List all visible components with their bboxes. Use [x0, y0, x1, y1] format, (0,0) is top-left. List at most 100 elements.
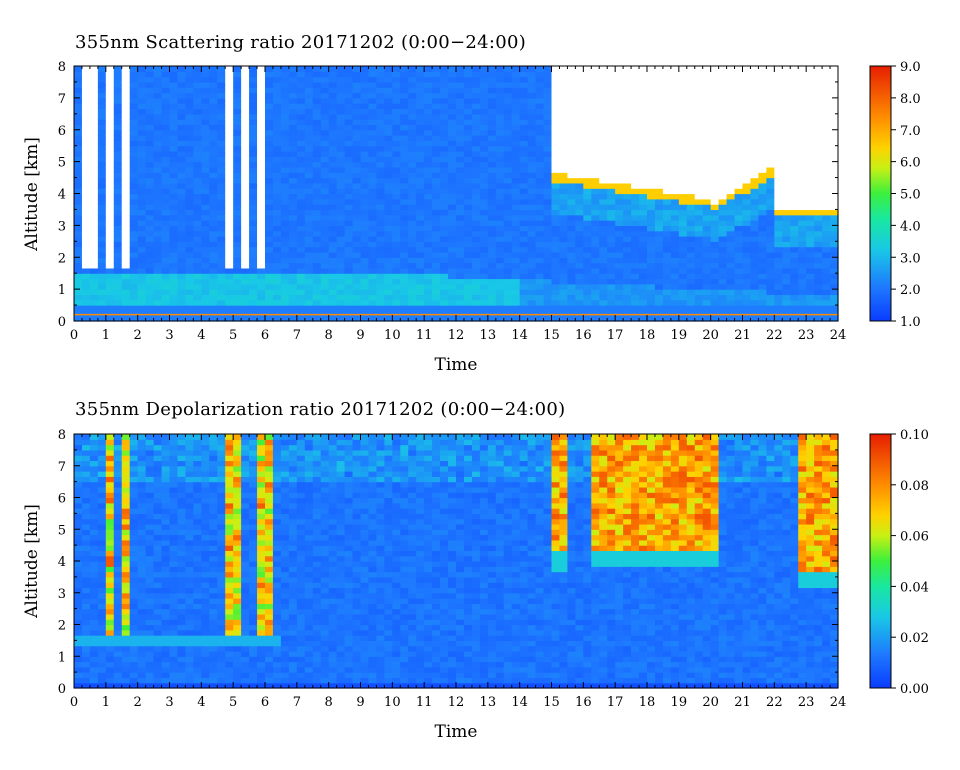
heat-cell	[519, 262, 529, 269]
heat-cell	[631, 214, 640, 221]
heat-cell	[607, 81, 616, 88]
heat-cell	[360, 251, 370, 258]
heat-cell	[328, 92, 338, 99]
heat-cell	[89, 294, 99, 301]
heat-cell	[145, 135, 155, 141]
heat-cell	[639, 124, 648, 131]
heat-cell	[74, 97, 83, 104]
heat-cell	[288, 246, 298, 253]
heat-cell	[806, 108, 815, 115]
heat-cell	[352, 156, 362, 163]
heat-cell	[201, 262, 210, 269]
heat-cell	[368, 294, 378, 301]
heat-cell	[89, 682, 99, 689]
heat-cell	[790, 182, 799, 189]
heat-cell	[734, 188, 744, 195]
heat-cell	[543, 230, 553, 237]
heat-cell	[631, 145, 640, 152]
heat-cell	[265, 103, 274, 110]
heat-cell	[74, 592, 83, 599]
heat-cell	[463, 305, 473, 311]
heat-cell	[440, 220, 449, 226]
heat-cell	[479, 76, 489, 83]
heat-cell	[798, 220, 807, 226]
heat-cell	[686, 177, 696, 184]
heat-cell	[416, 140, 425, 147]
heat-cell	[471, 124, 481, 131]
heat-cell	[543, 87, 553, 94]
heat-cell	[225, 198, 234, 205]
heat-cell	[161, 289, 171, 296]
heat-cell	[233, 198, 242, 205]
heat-cell	[440, 251, 449, 258]
heat-cell	[74, 225, 83, 232]
heat-cell	[81, 555, 91, 562]
heat-cell	[798, 241, 807, 248]
heat-cell	[400, 103, 409, 110]
heat-cell	[392, 315, 401, 322]
heat-cell	[766, 278, 775, 285]
heat-cell	[758, 81, 767, 88]
heat-cell	[344, 188, 354, 195]
heat-cell	[424, 267, 433, 274]
heat-cell	[710, 305, 720, 311]
heat-cell	[503, 161, 513, 168]
heat-cell	[344, 129, 354, 136]
heat-cell	[368, 156, 378, 163]
heat-cell	[471, 220, 481, 226]
heat-cell	[440, 66, 449, 72]
heat-cell	[177, 283, 187, 290]
heat-cell	[352, 97, 362, 104]
heat-cell	[758, 156, 767, 163]
heat-cell	[702, 273, 712, 280]
heat-cell	[591, 251, 600, 258]
heat-cell	[543, 241, 553, 248]
heat-cell	[193, 315, 202, 322]
heat-cell	[432, 278, 441, 285]
heat-cell	[288, 315, 298, 322]
heat-cell	[543, 278, 553, 285]
heat-cell	[591, 129, 600, 136]
heat-cell	[463, 113, 473, 120]
heat-cell	[535, 220, 545, 226]
heat-cell	[591, 71, 600, 78]
heat-cell	[607, 103, 616, 110]
heat-cell	[81, 66, 91, 72]
heat-cell	[471, 145, 481, 152]
heat-cell	[710, 214, 720, 221]
heat-cell	[312, 113, 322, 120]
heat-cell	[249, 267, 258, 274]
heat-cell	[694, 140, 704, 147]
heat-cell	[774, 204, 783, 211]
heat-cell	[97, 273, 107, 280]
y-tick-label: 8	[58, 60, 66, 75]
heat-cell	[113, 230, 123, 237]
heat-cell	[169, 135, 179, 141]
heat-cell	[822, 241, 831, 248]
heat-cell	[543, 209, 553, 216]
heat-cell	[81, 497, 91, 504]
heat-cell	[575, 172, 584, 179]
heat-cell	[129, 108, 139, 115]
heat-cell	[631, 108, 640, 115]
heat-cell	[527, 315, 537, 322]
heat-cell	[559, 156, 569, 163]
heat-cell	[137, 236, 147, 242]
heat-cell	[639, 182, 648, 189]
heat-cell	[360, 166, 370, 173]
heat-cell	[471, 87, 481, 94]
heat-cell	[567, 182, 576, 189]
heat-cell	[678, 220, 688, 226]
heat-cell	[280, 246, 290, 253]
heat-cell	[400, 66, 409, 72]
heat-cell	[185, 145, 194, 152]
heat-cell	[583, 76, 592, 83]
heat-cell	[360, 156, 370, 163]
heat-cell	[519, 140, 529, 147]
heat-cell	[774, 108, 783, 115]
heat-cell	[432, 81, 441, 88]
heat-cell	[503, 177, 513, 184]
heat-cell	[145, 66, 155, 72]
heat-cell	[631, 177, 640, 184]
heat-cell	[670, 177, 680, 184]
